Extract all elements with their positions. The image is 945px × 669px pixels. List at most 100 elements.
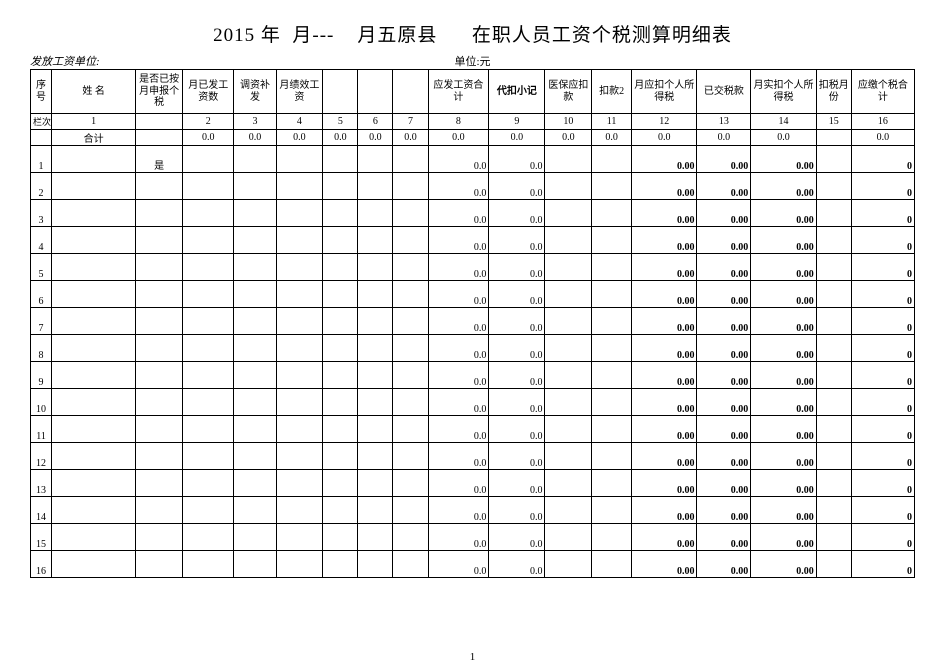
totals-c16: 0.0: [851, 130, 914, 146]
cell-c6: [358, 362, 393, 389]
cell-c6: [358, 200, 393, 227]
cell-c11: [592, 470, 632, 497]
cell-c9: 0.0: [489, 308, 545, 335]
cell-c2: [183, 227, 234, 254]
cell-c2: [183, 173, 234, 200]
col-header-c9: 代扣小记: [489, 70, 545, 114]
cell-c14: 0.00: [751, 254, 816, 281]
cell-c12: 0.00: [631, 308, 696, 335]
cell-c12: 0.00: [631, 551, 696, 578]
cell-flag: [136, 551, 183, 578]
cell-flag: [136, 254, 183, 281]
col-num-flag: [136, 114, 183, 130]
cell-flag: [136, 308, 183, 335]
cell-c5: [323, 470, 358, 497]
cell-c10: [545, 362, 592, 389]
col-num-c14: 14: [751, 114, 816, 130]
col-num-c7: 7: [393, 114, 428, 130]
cell-idx: 6: [31, 281, 52, 308]
cell-c13: 0.00: [697, 389, 751, 416]
cell-c11: [592, 389, 632, 416]
cell-c14: 0.00: [751, 524, 816, 551]
cell-c13: 0.00: [697, 416, 751, 443]
cell-c9: 0.0: [489, 173, 545, 200]
cell-name: [52, 551, 136, 578]
cell-c10: [545, 200, 592, 227]
table-row: 140.00.00.000.000.000: [31, 497, 915, 524]
cell-c3: [234, 551, 276, 578]
page-number: 1: [0, 651, 945, 663]
col-num-idx: 栏次: [31, 114, 52, 130]
totals-row: 合计0.00.00.00.00.00.00.00.00.00.00.00.00.…: [31, 130, 915, 146]
cell-c2: [183, 254, 234, 281]
cell-c9: 0.0: [489, 470, 545, 497]
cell-c8: 0.0: [428, 362, 489, 389]
table-row: 90.00.00.000.000.000: [31, 362, 915, 389]
cell-c2: [183, 497, 234, 524]
cell-c5: [323, 362, 358, 389]
cell-c9: 0.0: [489, 335, 545, 362]
cell-c15: [816, 335, 851, 362]
cell-c7: [393, 416, 428, 443]
col-header-c12: 月应扣个人所得税: [631, 70, 696, 114]
cell-c8: 0.0: [428, 281, 489, 308]
cell-idx: 5: [31, 254, 52, 281]
cell-c12: 0.00: [631, 362, 696, 389]
col-header-c7: [393, 70, 428, 114]
cell-c5: [323, 227, 358, 254]
cell-c7: [393, 281, 428, 308]
cell-c13: 0.00: [697, 173, 751, 200]
col-header-c14: 月实扣个人所得税: [751, 70, 816, 114]
cell-c12: 0.00: [631, 443, 696, 470]
cell-name: [52, 443, 136, 470]
cell-c4: [276, 524, 323, 551]
cell-c11: [592, 362, 632, 389]
cell-name: [52, 389, 136, 416]
cell-c6: [358, 389, 393, 416]
cell-c13: 0.00: [697, 146, 751, 173]
cell-c2: [183, 335, 234, 362]
cell-c12: 0.00: [631, 200, 696, 227]
totals-c11: 0.0: [592, 130, 632, 146]
col-header-flag: 是否已按月申报个税: [136, 70, 183, 114]
cell-c15: [816, 227, 851, 254]
cell-idx: 12: [31, 443, 52, 470]
totals-c12: 0.0: [631, 130, 696, 146]
col-num-c16: 16: [851, 114, 914, 130]
cell-c16: 0: [851, 227, 914, 254]
cell-c10: [545, 308, 592, 335]
cell-idx: 4: [31, 227, 52, 254]
col-header-c2: 月已发工资数: [183, 70, 234, 114]
cell-c11: [592, 200, 632, 227]
cell-c6: [358, 173, 393, 200]
cell-c10: [545, 146, 592, 173]
cell-c3: [234, 497, 276, 524]
cell-flag: [136, 200, 183, 227]
cell-c7: [393, 443, 428, 470]
cell-c16: 0: [851, 254, 914, 281]
cell-c13: 0.00: [697, 254, 751, 281]
cell-c9: 0.0: [489, 389, 545, 416]
page-root: 2015 年 月--- 月五原县 在职人员工资个税测算明细表 发放工资单位: 单…: [0, 0, 945, 669]
cell-c13: 0.00: [697, 551, 751, 578]
cell-c4: [276, 335, 323, 362]
table-row: 120.00.00.000.000.000: [31, 443, 915, 470]
table-row: 40.00.00.000.000.000: [31, 227, 915, 254]
cell-flag: [136, 416, 183, 443]
cell-c15: [816, 443, 851, 470]
cell-name: [52, 470, 136, 497]
cell-c4: [276, 254, 323, 281]
cell-idx: 13: [31, 470, 52, 497]
table-row: 50.00.00.000.000.000: [31, 254, 915, 281]
cell-name: [52, 146, 136, 173]
col-header-c5: [323, 70, 358, 114]
cell-c12: 0.00: [631, 524, 696, 551]
cell-c11: [592, 551, 632, 578]
cell-c6: [358, 254, 393, 281]
cell-name: [52, 254, 136, 281]
cell-idx: 2: [31, 173, 52, 200]
table-row: 60.00.00.000.000.000: [31, 281, 915, 308]
cell-c13: 0.00: [697, 497, 751, 524]
header-row: 序号姓 名是否已按月申报个税月已发工资数调资补发月绩效工资应发工资合计代扣小记医…: [31, 70, 915, 114]
col-header-c11: 扣款2: [592, 70, 632, 114]
